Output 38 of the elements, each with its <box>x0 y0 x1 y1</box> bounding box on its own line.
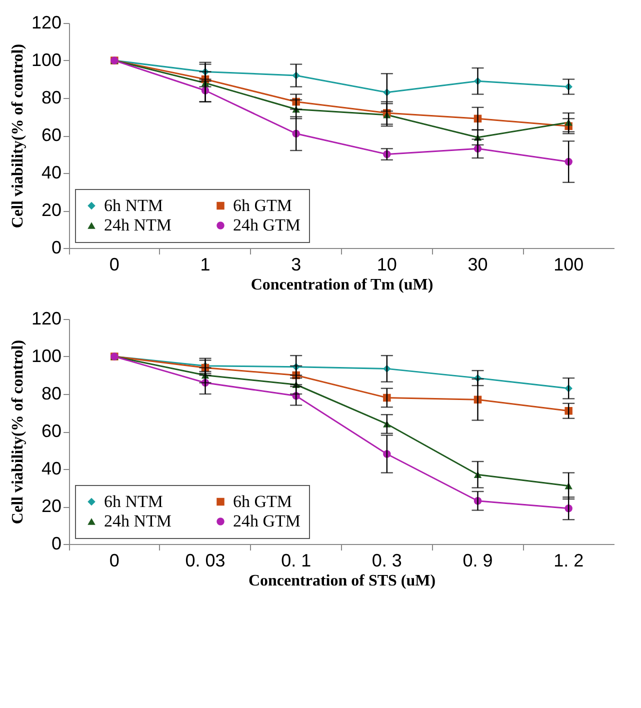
x-tick-label: 0 <box>109 254 120 274</box>
x-tick-label: 10 <box>376 254 397 274</box>
x-tick-label: 0. 03 <box>185 550 226 570</box>
x-tick-label: 1. 2 <box>554 550 584 570</box>
x-tick-label: 100 <box>554 254 584 274</box>
legend-label: 6h NTM <box>104 492 164 511</box>
y-tick-label: 0 <box>51 534 62 554</box>
y-tick-label: 80 <box>41 88 62 108</box>
y-tick-label: 0 <box>51 238 62 258</box>
y-tick-label: 120 <box>31 308 62 328</box>
x-tick-label: 0 <box>109 550 120 570</box>
x-tick-label: 30 <box>468 254 488 274</box>
y-tick-label: 60 <box>41 125 62 145</box>
y-axis-title: Cell viability(% of control) <box>9 340 26 524</box>
y-tick-label: 80 <box>41 384 62 404</box>
y-tick-label: 40 <box>41 162 62 182</box>
x-axis-title: Concentration of STS (uM) <box>248 572 436 590</box>
x-tick-label: 0. 3 <box>372 550 402 570</box>
y-tick-label: 60 <box>41 421 62 441</box>
y-tick-label: 40 <box>41 458 62 478</box>
x-tick-label: 3 <box>291 254 302 274</box>
x-tick-label: 1 <box>200 254 210 274</box>
x-axis-title: Concentration of Tm (uM) <box>250 276 434 294</box>
legend-label: 24h NTM <box>104 512 172 530</box>
legend-label: 6h NTM <box>104 196 164 215</box>
legend-label: 24h GTM <box>233 216 301 234</box>
legend-label: 24h NTM <box>104 216 172 234</box>
y-tick-label: 100 <box>31 346 62 366</box>
x-tick-label: 0. 9 <box>462 550 493 570</box>
legend-label: 24h GTM <box>233 512 301 530</box>
y-tick-label: 20 <box>41 200 62 220</box>
legend-label: 6h GTM <box>233 492 292 511</box>
x-tick-label: 0. 1 <box>281 550 312 570</box>
y-tick-label: 100 <box>31 50 62 70</box>
legend-label: 6h GTM <box>233 196 292 215</box>
y-axis-title: Cell viability(% of control) <box>9 44 26 228</box>
y-tick-label: 120 <box>31 12 62 32</box>
y-tick-label: 20 <box>41 496 62 516</box>
